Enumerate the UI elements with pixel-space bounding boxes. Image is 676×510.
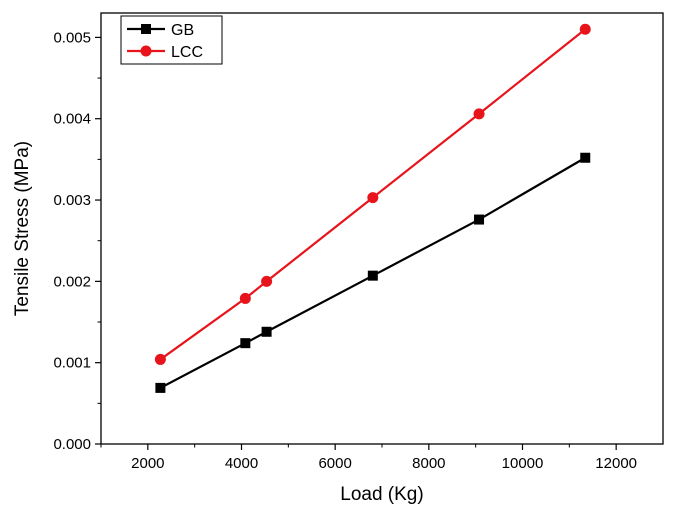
x-tick-label: 8000 bbox=[412, 455, 445, 472]
series-line-gb bbox=[159, 156, 586, 389]
x-tick-label: 10000 bbox=[502, 455, 544, 472]
y-tick-label: 0.000 bbox=[53, 436, 91, 453]
data-point-lcc bbox=[367, 192, 379, 204]
x-tick-label: 12000 bbox=[595, 455, 637, 472]
y-axis-title: Tensile Stress (MPa) bbox=[12, 141, 33, 316]
y-tick-label: 0.002 bbox=[53, 273, 91, 290]
data-point-gb bbox=[367, 270, 378, 281]
legend-marker-lcc bbox=[140, 45, 152, 57]
legend-label-lcc: LCC bbox=[171, 44, 203, 61]
x-tick-label: 2000 bbox=[131, 455, 164, 472]
data-point-lcc bbox=[473, 108, 485, 120]
data-point-lcc bbox=[579, 23, 591, 35]
plot-frame bbox=[100, 12, 664, 445]
legend: GB LCC bbox=[120, 15, 223, 65]
legend-box bbox=[120, 15, 223, 65]
axes: 2000 4000 6000 8000 10000 12000 0.000 0.001 0.00… bbox=[53, 12, 664, 472]
data-point-lcc bbox=[239, 292, 251, 304]
legend-label-gb: GB bbox=[171, 22, 194, 39]
y-tick-label: 0.005 bbox=[53, 29, 91, 46]
x-tick-label: 6000 bbox=[318, 455, 351, 472]
y-tick-label: 0.004 bbox=[53, 111, 91, 128]
data-point-gb bbox=[261, 326, 272, 337]
data-point-gb bbox=[155, 382, 166, 393]
x-axis-title: Load (Kg) bbox=[340, 484, 423, 505]
data-point-gb bbox=[580, 152, 591, 163]
y-tick-label: 0.001 bbox=[53, 355, 91, 372]
data-point-lcc bbox=[261, 275, 273, 287]
data-point-gb bbox=[240, 338, 251, 349]
data-point-lcc bbox=[154, 353, 166, 365]
plot-area bbox=[154, 23, 591, 393]
y-tick-label: 0.003 bbox=[53, 192, 91, 209]
series-line-lcc bbox=[159, 28, 586, 361]
x-tick-label: 4000 bbox=[225, 455, 258, 472]
legend-marker-gb bbox=[141, 24, 151, 34]
data-point-gb bbox=[474, 214, 485, 225]
